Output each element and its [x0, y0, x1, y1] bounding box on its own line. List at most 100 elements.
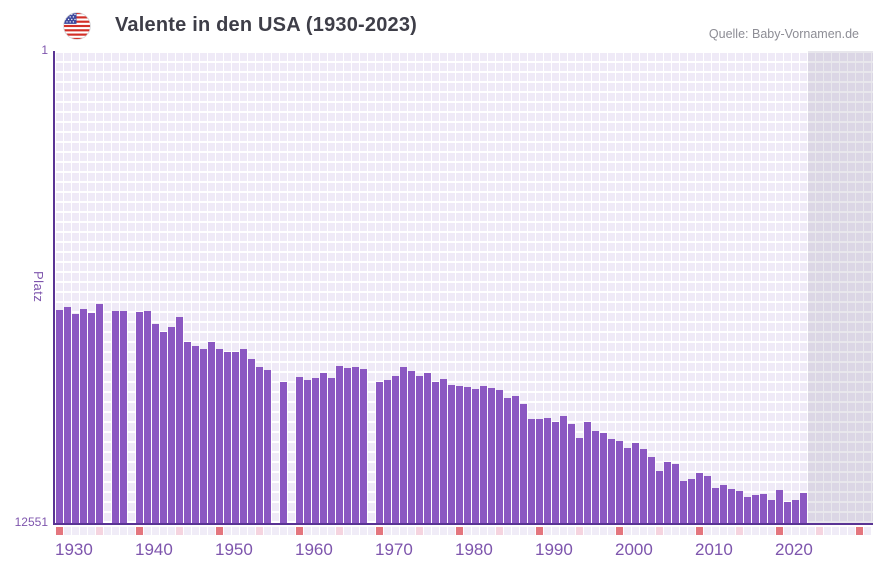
bar[interactable]: [200, 348, 207, 524]
bar[interactable]: [752, 494, 759, 524]
bar[interactable]: [592, 430, 599, 524]
bar[interactable]: [304, 380, 311, 524]
bar[interactable]: [576, 438, 583, 524]
bar[interactable]: [240, 348, 247, 524]
bar[interactable]: [640, 449, 647, 524]
bar[interactable]: [672, 464, 679, 524]
bar[interactable]: [544, 417, 551, 524]
bar[interactable]: [72, 314, 79, 524]
bar[interactable]: [112, 310, 119, 524]
bar[interactable]: [208, 341, 215, 524]
bar[interactable]: [144, 311, 151, 524]
tick-cell: [136, 527, 143, 535]
bar[interactable]: [512, 396, 519, 524]
tick-cell: [120, 527, 127, 535]
tick-cell: [744, 527, 751, 535]
bar[interactable]: [784, 501, 791, 524]
bar[interactable]: [440, 379, 447, 524]
bar[interactable]: [176, 317, 183, 524]
bar[interactable]: [152, 324, 159, 524]
bar[interactable]: [768, 500, 775, 524]
bar[interactable]: [408, 370, 415, 524]
bar[interactable]: [280, 381, 287, 524]
bar[interactable]: [168, 326, 175, 524]
bar[interactable]: [456, 385, 463, 524]
bar[interactable]: [248, 359, 255, 524]
bar[interactable]: [136, 312, 143, 524]
bar[interactable]: [656, 471, 663, 524]
bar[interactable]: [448, 384, 455, 524]
bar[interactable]: [664, 462, 671, 524]
bar[interactable]: [336, 365, 343, 524]
bar[interactable]: [464, 387, 471, 524]
bar[interactable]: [160, 331, 167, 524]
bar[interactable]: [296, 377, 303, 524]
tick-cell: [128, 527, 135, 535]
bar[interactable]: [704, 476, 711, 524]
bar[interactable]: [224, 351, 231, 524]
bar[interactable]: [584, 421, 591, 524]
bar[interactable]: [376, 382, 383, 524]
bar[interactable]: [696, 473, 703, 524]
tick-cell: [424, 527, 431, 535]
bar[interactable]: [256, 367, 263, 524]
bar[interactable]: [624, 448, 631, 524]
bar[interactable]: [216, 348, 223, 524]
bar[interactable]: [120, 310, 127, 524]
bar[interactable]: [632, 442, 639, 524]
bar[interactable]: [560, 416, 567, 524]
bar[interactable]: [520, 403, 527, 524]
bar[interactable]: [600, 433, 607, 524]
bar[interactable]: [792, 499, 799, 524]
bar[interactable]: [528, 418, 535, 524]
bar[interactable]: [328, 377, 335, 524]
bar[interactable]: [536, 418, 543, 524]
bar[interactable]: [616, 440, 623, 524]
bar[interactable]: [96, 304, 103, 524]
bar[interactable]: [496, 390, 503, 524]
bar[interactable]: [728, 489, 735, 524]
bar[interactable]: [712, 488, 719, 524]
bar[interactable]: [400, 367, 407, 524]
bar[interactable]: [552, 421, 559, 524]
tick-cell: [176, 527, 183, 535]
tick-cell: [648, 527, 655, 535]
bar[interactable]: [720, 484, 727, 524]
bar[interactable]: [416, 375, 423, 524]
bar[interactable]: [680, 481, 687, 524]
bar[interactable]: [760, 493, 767, 524]
bar[interactable]: [472, 389, 479, 524]
tick-cell: [400, 527, 407, 535]
tick-cell: [776, 527, 783, 535]
bar[interactable]: [64, 306, 71, 524]
bar[interactable]: [88, 312, 95, 524]
bar[interactable]: [56, 309, 63, 524]
bar[interactable]: [424, 373, 431, 524]
bar[interactable]: [184, 341, 191, 524]
bar[interactable]: [360, 369, 367, 524]
bar[interactable]: [488, 388, 495, 524]
bar[interactable]: [608, 439, 615, 524]
bar[interactable]: [384, 380, 391, 524]
bar[interactable]: [736, 491, 743, 524]
bar[interactable]: [344, 367, 351, 524]
bar[interactable]: [432, 381, 439, 524]
bar[interactable]: [232, 351, 239, 524]
bar[interactable]: [352, 366, 359, 524]
bar[interactable]: [568, 423, 575, 524]
bar[interactable]: [192, 346, 199, 524]
bar[interactable]: [776, 490, 783, 524]
bar[interactable]: [480, 386, 487, 524]
bar[interactable]: [320, 373, 327, 524]
tick-cell: [304, 527, 311, 535]
x-axis-line: [53, 523, 873, 525]
bar[interactable]: [744, 496, 751, 524]
bar[interactable]: [648, 456, 655, 524]
bar[interactable]: [392, 376, 399, 524]
bar[interactable]: [688, 478, 695, 524]
bar[interactable]: [800, 492, 807, 524]
bar[interactable]: [264, 370, 271, 524]
bar[interactable]: [312, 377, 319, 524]
bar[interactable]: [504, 397, 511, 524]
bar[interactable]: [80, 309, 87, 524]
